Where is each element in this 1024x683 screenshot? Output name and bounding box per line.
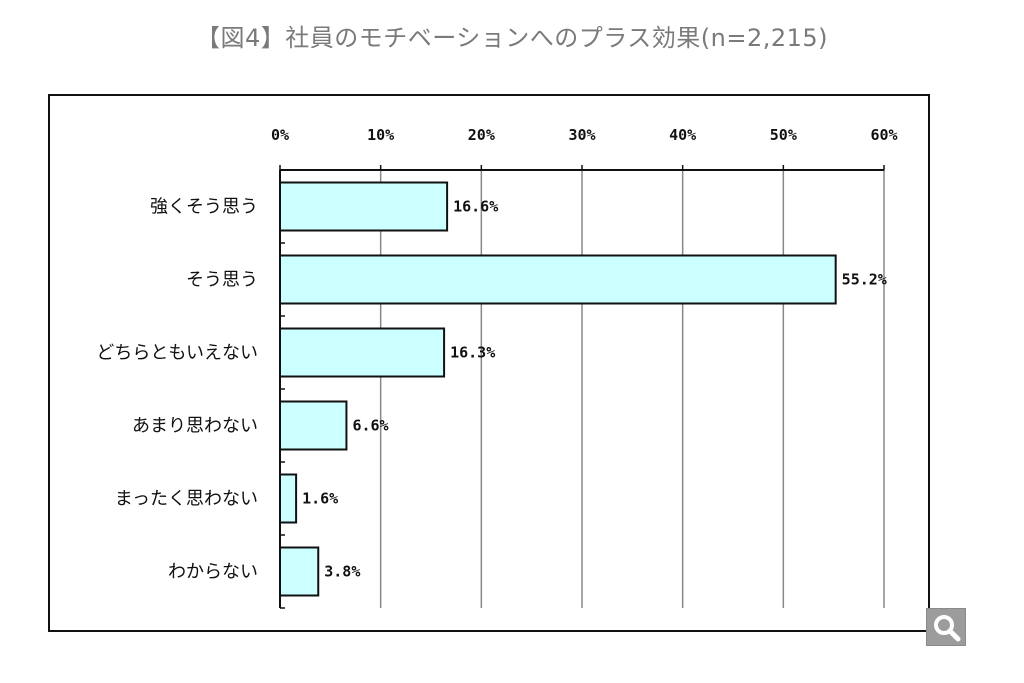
data-label: 16.3% [450, 344, 495, 362]
data-label: 1.6% [302, 490, 338, 508]
page-title: 【図4】社員のモチベーションへのプラス効果(n=2,215) [195, 24, 829, 52]
bars-layer [279, 181, 837, 597]
bar [279, 546, 320, 597]
category-label: あまり思わない [132, 416, 258, 437]
x-tick-label: 0% [271, 126, 289, 144]
x-tick-label: 10% [367, 126, 394, 144]
category-label: 強くそう思う [150, 197, 258, 218]
x-tick-label: 40% [669, 126, 696, 144]
category-label: まったく思わない [115, 489, 258, 510]
zoom-button[interactable] [926, 608, 966, 646]
axis-layer [279, 165, 885, 609]
bar [279, 181, 449, 232]
x-tick-label: 50% [770, 126, 797, 144]
grid-layer [379, 170, 885, 608]
data-label: 6.6% [352, 417, 388, 435]
data-label: 55.2% [842, 271, 887, 289]
bar [279, 400, 348, 451]
category-label: そう思う [186, 270, 258, 291]
category-label: どちらともいえない [96, 343, 258, 364]
labels-layer: 0% 10% 20% 30% 40% 50% 60% 強くそう思う 16.6% そう思う 55.2%… [96, 126, 897, 583]
x-tick-label: 30% [568, 126, 595, 144]
data-label: 16.6% [453, 198, 498, 216]
data-label: 3.8% [324, 563, 360, 581]
x-tick-label: 20% [468, 126, 495, 144]
bar [279, 254, 837, 305]
bar [279, 327, 446, 378]
category-label: わからない [168, 562, 258, 583]
x-tick-label: 60% [870, 126, 897, 144]
bar [279, 473, 298, 524]
magnifier-icon [934, 615, 961, 642]
